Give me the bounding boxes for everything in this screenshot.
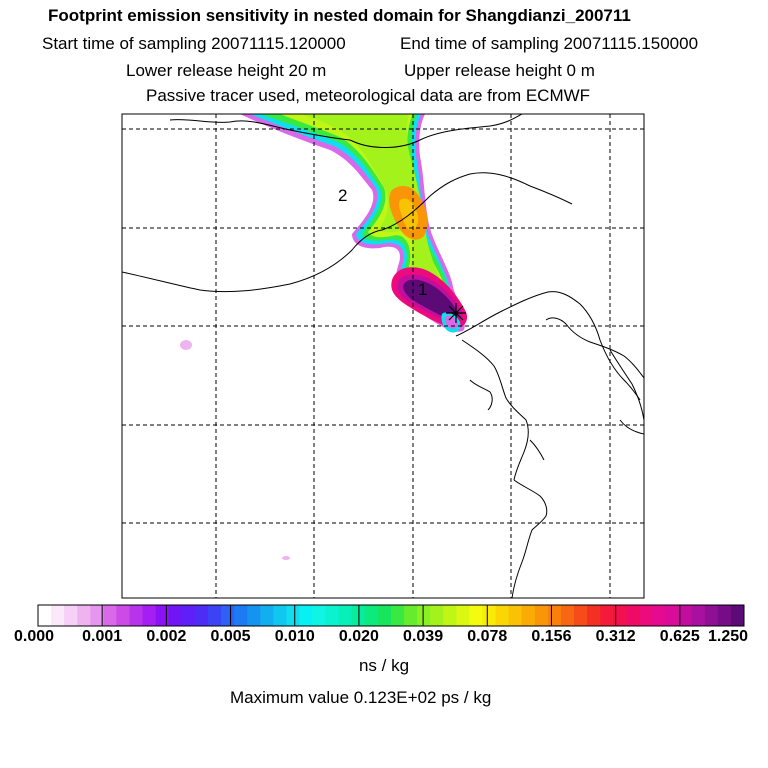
colorbar-cell [482,605,497,626]
colorbar-cell [377,605,392,626]
footprint-plume [180,114,468,560]
receptor-marker [446,303,466,323]
colorbar-cell [77,605,91,626]
colorbar-cell [560,605,575,626]
colorbar-cell [704,605,719,626]
colorbar-cell [103,605,117,626]
colorbar-cell [64,605,78,626]
plot-title: Footprint emission sensitivity in nested… [48,6,631,25]
colorbar-cell [273,605,287,626]
colorbar-cell [181,605,196,626]
colorbar-cell [168,605,183,626]
colorbar-cell [430,605,444,626]
colorbar-units: ns / kg [358,656,410,675]
map-frame [121,113,645,599]
colorbar-cell [469,605,484,626]
colorbar-cell [312,605,327,626]
colorbar-tick-label: 0.005 [210,628,251,645]
colorbar-cell [626,605,640,626]
colorbar-cell [587,605,601,626]
coastline [122,114,644,598]
colorbar-cell [391,605,405,626]
colorbar-tick-label: 0.010 [274,628,315,645]
colorbar-cell [665,605,680,626]
colorbar-cell [116,605,131,626]
colorbar-cell [678,605,693,626]
colorbar-cell [338,605,353,626]
colorbar-cell [51,605,65,626]
colorbar-cell [652,605,667,626]
colorbar-cell [207,605,222,626]
colorbar-tick-label: 0.039 [403,628,444,645]
colorbar-cell [521,605,536,626]
colorbar-cell [574,605,588,626]
colorbar-cell [600,605,614,626]
colorbar-cell [364,605,379,626]
end-time-label: End time of sampling 20071115.150000 [400,34,699,53]
colorbar-cell [142,605,157,626]
colorbar-cell [495,605,510,626]
upper-release-label: Upper release height 0 m [404,61,595,80]
colorbar-cell [456,605,470,626]
colorbar-tick-label: 0.001 [82,628,123,645]
colorbar-cell [717,605,732,626]
map-label-1: 1 [418,280,428,299]
maximum-value-label: Maximum value 0.123E+02 ps / kg [230,688,492,707]
map-label-2: 2 [338,186,348,205]
colorbar-cell [129,605,144,626]
colorbar-tick-label: 0.078 [467,628,508,645]
colorbar-tick-label: 0.000 [13,628,55,645]
colorbar-cell [90,605,104,626]
colorbar-cell [443,605,457,626]
tracer-info-label: Passive tracer used, meteorological data… [146,86,591,105]
colorbar-cell [260,605,274,626]
colorbar-cell [691,605,706,626]
colorbar-tick-label: 0.156 [531,628,572,645]
colorbar-tick-label: 1.250 [707,628,749,645]
colorbar-tick-label: 0.020 [338,628,379,645]
colorbar-cell [38,605,52,626]
colorbar-cell [221,605,235,626]
colorbar-tick-label: 0.625 [659,628,700,645]
start-time-label: Start time of sampling 20071115.120000 [42,34,346,53]
colorbar-cell [417,605,431,626]
colorbar-cell [508,605,523,626]
colorbar-cell [547,605,562,626]
colorbar-cell [234,605,248,626]
colorbar-cell [155,605,170,626]
colorbar-cell [247,605,261,626]
colorbar-cell [325,605,340,626]
colorbar-cell [299,605,314,626]
colorbar-cell [286,605,300,626]
colorbar-cell [730,605,745,626]
lower-release-label: Lower release height 20 m [126,61,327,80]
colorbar-tick-label: 0.002 [146,628,187,645]
colorbar-cell [534,605,549,626]
grid-lines [122,114,644,598]
colorbar-cell [404,605,418,626]
colorbar-cell [194,605,209,626]
colorbar-cell [639,605,653,626]
colorbar-cell [613,605,627,626]
colorbar-tick-label: 0.312 [595,628,636,645]
